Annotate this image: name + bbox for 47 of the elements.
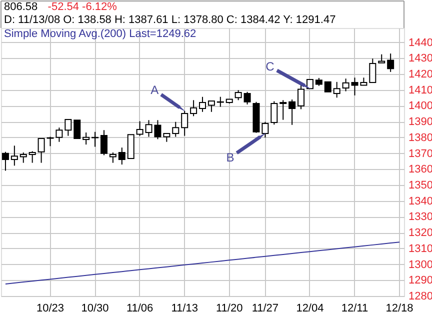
annotation: B — [226, 150, 234, 164]
x-tick-label: 10/30 — [81, 302, 109, 314]
candlestick — [280, 100, 287, 120]
candlestick — [82, 132, 90, 146]
text: -52.54 -6.12% — [48, 1, 118, 13]
annotation: A — [150, 82, 159, 97]
candlestick — [208, 100, 215, 112]
candlestick — [298, 84, 305, 110]
x-tick-label: 11/06 — [126, 302, 154, 314]
x-tick-label: 12/11 — [341, 302, 368, 314]
candlestick — [127, 134, 134, 160]
candlestick — [118, 147, 126, 166]
candlestick — [190, 100, 198, 117]
candlestick — [74, 120, 81, 140]
x-tick-label: 11/13 — [171, 302, 198, 314]
x-tick-label: 11/27 — [252, 302, 279, 314]
candlestick — [10, 145, 18, 166]
candlestick — [244, 91, 251, 105]
candlestick — [136, 120, 144, 136]
candlestick — [20, 152, 27, 164]
x-tick-label: 10/23 — [36, 302, 64, 314]
candlestick — [270, 100, 278, 126]
text: D: 11/13/08 O: 138.58 H: 1387.61 L: 1378.80 C: 1384.42 Y: 1291.47 — [4, 14, 336, 26]
candlestick — [28, 150, 36, 164]
line-series — [4, 242, 400, 284]
text: Simple Moving Avg.(200) Last=1249.62 — [4, 28, 196, 40]
candlestick — [64, 119, 72, 136]
candlestick — [369, 58, 376, 84]
candlestick — [109, 152, 116, 164]
candlestick — [306, 79, 314, 90]
annotation: C — [266, 60, 275, 74]
candlestick — [199, 96, 206, 112]
candlestick — [387, 53, 394, 72]
candlestick — [38, 138, 45, 164]
candlestick — [181, 110, 188, 136]
candlestick — [234, 90, 242, 101]
x-tick-label: 11/20 — [216, 302, 243, 314]
candlestick — [333, 81, 340, 98]
text: 806.58 — [4, 1, 38, 13]
candlestick — [100, 130, 108, 156]
candlestick — [324, 81, 332, 92]
x-tick-label: 12/18 — [386, 302, 414, 314]
candlestick — [262, 121, 269, 138]
x-tick-label: 12/04 — [296, 302, 324, 314]
candlestick — [2, 151, 9, 172]
candlestick — [172, 121, 180, 138]
candlestick — [288, 99, 296, 126]
